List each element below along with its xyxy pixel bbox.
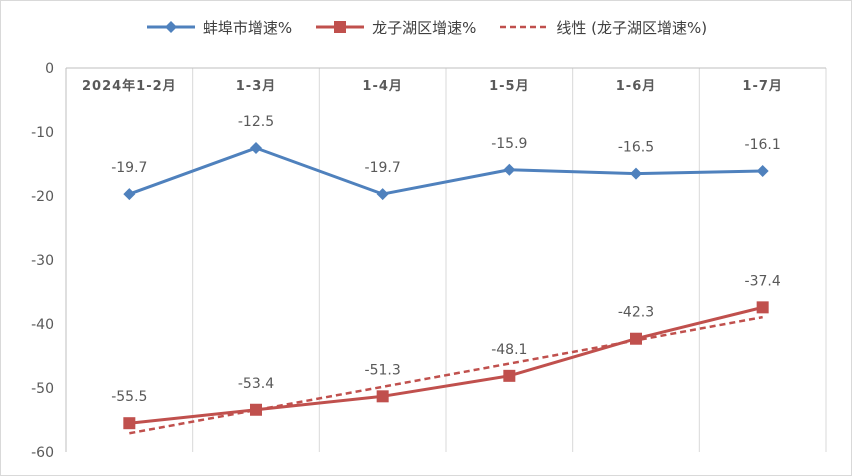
data-point-marker (503, 163, 516, 176)
data-label: -12.5 (238, 114, 274, 130)
x-tick-label: 1-7月 (742, 79, 783, 94)
data-point-marker (376, 390, 389, 403)
data-point-marker (376, 188, 389, 201)
data-label: -15.9 (491, 136, 527, 152)
data-point-marker (123, 417, 136, 430)
data-label: -37.4 (745, 273, 781, 289)
data-point-marker (630, 332, 642, 345)
legend-label-trendline: 线性 (龙子湖区增速%) (556, 18, 708, 37)
data-label: -16.1 (745, 137, 781, 153)
legend-swatch-longzihu (316, 21, 365, 33)
x-tick-label: 2024年1-2月 (82, 78, 177, 94)
data-label: -53.4 (238, 376, 274, 392)
series-line-2 (129, 305, 764, 425)
legend-item-trendline: 线性 (龙子湖区增速%) (498, 17, 707, 38)
legend-swatch-bengbu (146, 21, 195, 33)
data-point-marker (250, 142, 262, 154)
y-tick-label: -50 (31, 381, 54, 397)
y-tick-label: -40 (31, 317, 54, 333)
x-tick-label: 1-4月 (362, 79, 403, 94)
data-point-marker (756, 301, 769, 314)
y-tick-label: -30 (31, 253, 54, 269)
legend-item-longzihu: 龙子湖区增速% (314, 17, 476, 38)
data-label: -16.5 (618, 140, 654, 156)
data-label: -55.5 (111, 389, 147, 405)
data-point-marker (630, 167, 642, 180)
legend-label-longzihu: 龙子湖区增速% (372, 18, 477, 37)
trendline (129, 315, 763, 435)
y-tick-label: 0 (45, 61, 54, 77)
data-point-marker (250, 403, 262, 416)
x-tick-label: 1-6月 (616, 79, 657, 94)
x-tick-label: 1-3月 (236, 79, 277, 94)
data-label: -19.7 (365, 160, 401, 176)
series-line-1 (128, 146, 763, 196)
data-label: -51.3 (365, 362, 401, 378)
legend-swatch-trendline (500, 25, 549, 29)
legend: 蚌埠市增速% 龙子湖区增速% 线性 (龙子湖区增速%) (0, 12, 852, 42)
data-point-marker (756, 165, 769, 178)
data-label: -42.3 (618, 305, 654, 321)
x-tick-label: 1-5月 (489, 79, 530, 94)
y-tick-label: -60 (31, 445, 54, 461)
data-point-marker (123, 188, 136, 201)
y-tick-label: -10 (31, 125, 54, 141)
legend-label-bengbu: 蚌埠市增速% (202, 18, 293, 37)
data-label: -19.7 (111, 160, 147, 176)
y-tick-label: -20 (31, 189, 54, 205)
data-label: -48.1 (491, 342, 527, 358)
data-point-marker (503, 369, 516, 382)
legend-item-bengbu: 蚌埠市增速% (145, 17, 292, 38)
